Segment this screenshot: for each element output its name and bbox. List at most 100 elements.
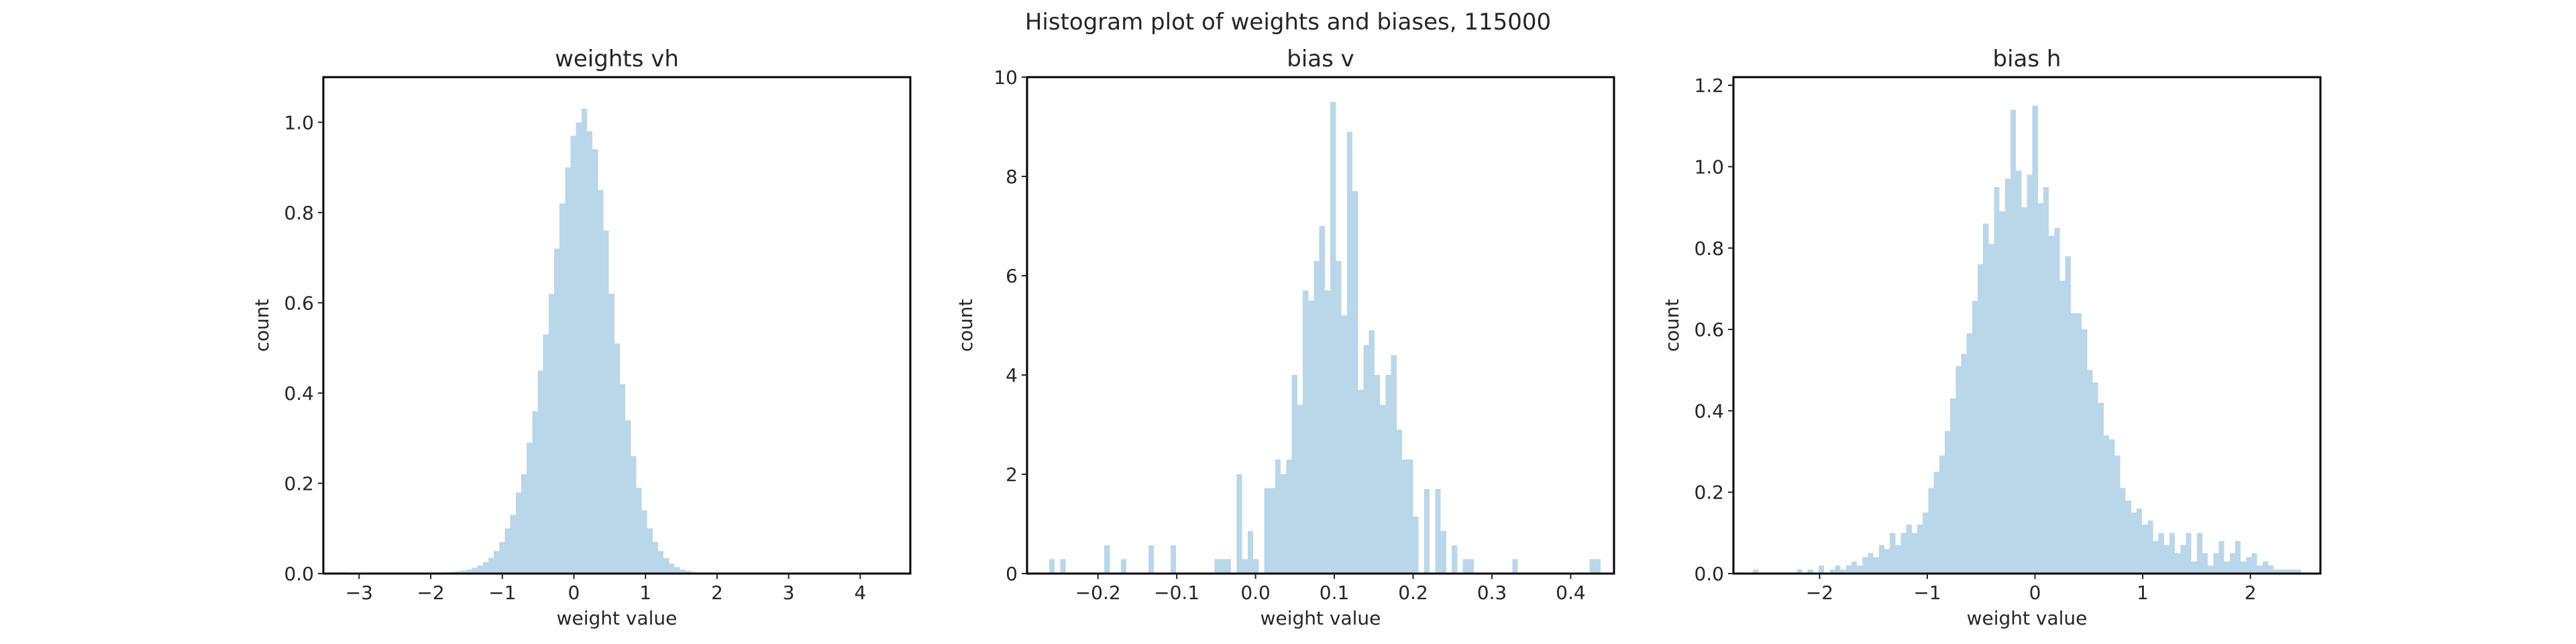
histogram-bar — [1281, 474, 1287, 574]
histogram-bar — [1851, 561, 1858, 574]
x-axis-label: weight value — [1967, 607, 2088, 629]
histogram-bar — [1275, 459, 1281, 574]
histogram-bar — [1845, 565, 1851, 574]
histogram-bar — [2082, 329, 2088, 574]
x-tick-label: 0 — [2029, 582, 2041, 604]
histogram-bar — [1988, 244, 1994, 574]
histogram-bar — [1955, 366, 1962, 574]
histogram-bar — [527, 442, 533, 574]
histogram-bar — [1060, 559, 1066, 574]
histogram-bar — [1391, 355, 1397, 574]
histogram-bar — [2037, 203, 2044, 574]
histogram-bar — [466, 569, 472, 574]
histogram-bar — [1878, 545, 1885, 574]
histogram-bar — [1319, 226, 1325, 574]
histogram-bar — [2268, 565, 2274, 574]
histogram-bar — [2103, 435, 2110, 574]
y-axis-label: count — [955, 299, 977, 352]
histogram-bar — [1291, 375, 1297, 574]
histogram-bar — [1413, 516, 1419, 574]
histogram-bar — [1297, 405, 1303, 574]
histogram-bar — [1462, 559, 1468, 574]
histogram-bar — [2147, 521, 2153, 574]
histogram-bar — [1368, 330, 1375, 574]
histogram-bar — [543, 334, 549, 574]
histogram-bar — [1928, 488, 1934, 574]
histogram-bar — [1247, 531, 1254, 574]
histogram-bar — [614, 343, 620, 574]
histogram-bar — [1324, 290, 1331, 574]
histogram-bar — [1049, 559, 1055, 574]
histogram-bar — [1170, 545, 1176, 574]
plot-frame — [322, 76, 912, 575]
x-tick-label: −1 — [488, 582, 516, 604]
y-tick-label: 0 — [1006, 563, 1018, 585]
histogram-bar — [1972, 301, 1978, 574]
histogram-bar — [636, 488, 642, 574]
y-tick-label: 8 — [1006, 166, 1018, 188]
histogram-bar — [2136, 508, 2143, 574]
x-axis-label: weight value — [557, 607, 678, 629]
histogram-bar — [2279, 569, 2285, 574]
histogram-bar — [1966, 333, 1972, 574]
histogram-bar — [2070, 313, 2077, 574]
histogram-bar — [1900, 533, 1907, 574]
y-tick-label: 0.2 — [1694, 482, 1724, 504]
histogram-bar — [2098, 402, 2104, 574]
histogram-bar — [472, 568, 478, 574]
histogram-bar — [521, 474, 527, 574]
y-tick-label: 0.0 — [284, 563, 314, 585]
histogram-bar — [1895, 545, 1901, 574]
x-tick-label: 0.3 — [1477, 582, 1507, 604]
histogram-bar — [515, 492, 521, 574]
x-tick-label: 1 — [2137, 582, 2149, 604]
histogram-bar — [2169, 533, 2176, 574]
histogram-bar — [1313, 260, 1320, 574]
histogram-bar — [559, 203, 566, 574]
histogram-bar — [586, 131, 593, 574]
histogram-bar — [1835, 565, 1841, 574]
x-tick-label: 3 — [783, 582, 795, 604]
histogram-bar — [1857, 565, 1863, 574]
histogram-bar — [685, 570, 692, 574]
histogram-bar — [1917, 525, 1923, 574]
y-tick-label: 4 — [1006, 364, 1018, 386]
histogram-bar — [1120, 559, 1126, 574]
histogram-bar — [2218, 541, 2224, 574]
histogram-bar — [1977, 264, 1984, 574]
histogram-bar — [2284, 569, 2290, 574]
histogram-bar — [1933, 472, 1939, 574]
x-tick-label: −0.1 — [1154, 582, 1199, 604]
histogram-bar — [2004, 178, 2010, 574]
histogram-bar — [2246, 557, 2252, 574]
histogram-bar — [1818, 565, 1825, 574]
histogram-bar — [1589, 559, 1595, 574]
histogram-bar — [647, 528, 653, 574]
histogram-bar — [1840, 569, 1846, 574]
histogram-bar — [1336, 260, 1342, 574]
histogram-bar — [576, 122, 582, 574]
histogram-bar — [2125, 500, 2131, 574]
histogram-bar — [477, 565, 483, 574]
histogram-bar — [2092, 382, 2098, 574]
histogram-bar — [641, 510, 647, 574]
histogram-bar — [1452, 545, 1458, 574]
histogram-bar — [2032, 105, 2038, 574]
histogram-bar — [2142, 525, 2148, 574]
y-axis-label: count — [251, 299, 273, 352]
histogram-bar — [1950, 398, 1956, 574]
histogram-bar — [494, 551, 500, 574]
histogram-bar — [1961, 354, 1967, 574]
histogram-bar — [1253, 559, 1259, 574]
histogram-bar — [680, 569, 686, 574]
y-tick-label: 0.6 — [284, 292, 314, 314]
histogram-bar — [2191, 561, 2197, 574]
histogram-bar — [1214, 559, 1220, 574]
y-tick-label: 0.2 — [284, 472, 314, 494]
histogram-bar — [2186, 533, 2192, 574]
histogram-bar — [1286, 459, 1292, 574]
histogram-bar — [1944, 431, 1951, 574]
x-tick-label: −3 — [345, 582, 373, 604]
subplot-title: bias h — [1993, 46, 2061, 72]
histogram-bar — [674, 567, 680, 574]
